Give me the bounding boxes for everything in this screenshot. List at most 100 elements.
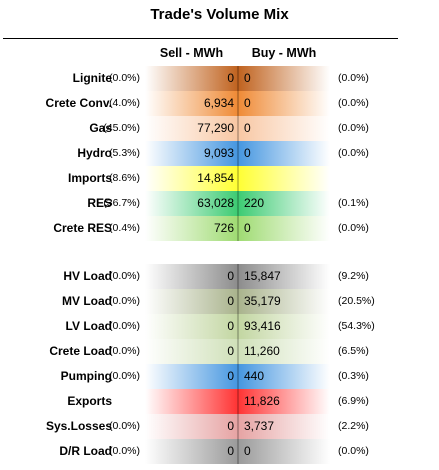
buy-percent: (20.5%) [338, 295, 375, 307]
buy-value-cell [238, 166, 330, 191]
buy-percent: (2.2%) [338, 420, 369, 432]
row-label: RES [87, 196, 112, 210]
buy-percent: (54.3%) [338, 320, 375, 332]
buy-value-cell: 0 [238, 216, 330, 241]
sell-percent: (4.0%) [109, 97, 140, 109]
sell-value-cell: 14,854 [145, 166, 238, 191]
center-divider [237, 66, 239, 91]
row-label: D/R Load [59, 444, 112, 458]
center-divider [237, 116, 239, 141]
center-divider [237, 141, 239, 166]
buy-value: 11,826 [244, 394, 280, 408]
buy-value: 3,737 [244, 419, 275, 433]
buy-value: 0 [244, 71, 251, 85]
sell-value: 0 [227, 344, 234, 358]
sell-value-cell: 0 [145, 364, 238, 389]
row-label: Crete Conv. [45, 96, 112, 110]
buy-percent: (0.3%) [338, 370, 369, 382]
buy-value-cell: 35,179 [238, 289, 330, 314]
buy-percent: (0.0%) [338, 97, 369, 109]
buy-percent: (0.0%) [338, 147, 369, 159]
title-divider [3, 38, 398, 39]
buy-column-header: Buy - MWh [251, 46, 317, 60]
table-row: Pumping (0.0%) 0 440 (0.3%) [0, 364, 439, 389]
sell-value: 726 [213, 221, 234, 235]
row-label: Lignite [72, 71, 112, 85]
row-label: Exports [67, 394, 112, 408]
sell-percent: (0.4%) [109, 222, 140, 234]
buy-percent: (9.2%) [338, 270, 369, 282]
table-row: Sys.Losses (0.0%) 0 3,737 (2.2%) [0, 414, 439, 439]
sell-value: 14,854 [197, 171, 234, 185]
sell-percent: (5.3%) [109, 147, 140, 159]
center-divider [237, 414, 239, 439]
buy-value-cell: 0 [238, 66, 330, 91]
sell-column-header: Sell - MWh [159, 46, 224, 60]
sell-value-cell: 77,290 [145, 116, 238, 141]
sell-percent: (0.0%) [109, 445, 140, 457]
table-row: Imports (8.6%) 14,854 [0, 166, 439, 191]
buy-value: 0 [244, 146, 251, 160]
sell-percent: (0.0%) [109, 295, 140, 307]
buy-value-cell: 93,416 [238, 314, 330, 339]
buy-value-cell: 220 [238, 191, 330, 216]
buy-percent: (0.0%) [338, 445, 369, 457]
center-divider [237, 389, 239, 414]
sell-value-cell: 0 [145, 339, 238, 364]
sell-value: 0 [227, 294, 234, 308]
buy-value: 93,416 [244, 319, 281, 333]
sell-percent: (0.0%) [109, 72, 140, 84]
sell-value: 6,934 [203, 96, 234, 110]
sell-value-cell: 0 [145, 264, 238, 289]
sell-percent: (8.6%) [109, 172, 140, 184]
row-label: Pumping [60, 369, 112, 383]
sell-percent: (0.0%) [109, 320, 140, 332]
table-row: Crete RES (0.4%) 726 0 (0.0%) [0, 216, 439, 241]
row-label: MV Load [62, 294, 112, 308]
table-row: Hydro (5.3%) 9,093 0 (0.0%) [0, 141, 439, 166]
buy-value-cell: 440 [238, 364, 330, 389]
center-divider [237, 314, 239, 339]
buy-value: 15,847 [244, 269, 281, 283]
sell-percent: (0.0%) [109, 345, 140, 357]
row-label: LV Load [65, 319, 112, 333]
sell-value: 63,028 [197, 196, 234, 210]
table-row: Lignite (0.0%) 0 0 (0.0%) [0, 66, 439, 91]
buy-value: 0 [244, 444, 251, 458]
sell-value-cell: 0 [145, 439, 238, 464]
sell-percent: (45.0%) [103, 122, 140, 134]
sell-value-cell: 0 [145, 289, 238, 314]
buy-value-cell: 3,737 [238, 414, 330, 439]
buy-value-cell: 15,847 [238, 264, 330, 289]
center-divider [237, 191, 239, 216]
sell-value-cell: 0 [145, 414, 238, 439]
table-row: HV Load (0.0%) 0 15,847 (9.2%) [0, 264, 439, 289]
sell-percent: (0.0%) [109, 370, 140, 382]
sell-value-cell: 6,934 [145, 91, 238, 116]
row-label: HV Load [63, 269, 112, 283]
center-divider [237, 339, 239, 364]
buy-percent: (0.0%) [338, 72, 369, 84]
sell-value: 9,093 [203, 146, 234, 160]
buy-percent: (0.0%) [338, 222, 369, 234]
buy-percent: (0.1%) [338, 197, 369, 209]
buy-value-cell: 11,260 [238, 339, 330, 364]
row-label: Gas [89, 121, 112, 135]
chart-title: Trade's Volume Mix [150, 6, 289, 23]
sell-value: 0 [227, 71, 234, 85]
buy-value-cell: 0 [238, 116, 330, 141]
buy-percent: (0.0%) [338, 122, 369, 134]
sell-percent: (0.0%) [109, 420, 140, 432]
table-row: LV Load (0.0%) 0 93,416 (54.3%) [0, 314, 439, 339]
center-divider [237, 264, 239, 289]
buy-value-cell: 0 [238, 141, 330, 166]
center-divider [237, 216, 239, 241]
sell-value-cell: 0 [145, 66, 238, 91]
sell-value-cell: 726 [145, 216, 238, 241]
buy-value: 440 [244, 369, 265, 383]
table-row: D/R Load (0.0%) 0 0 (0.0%) [0, 439, 439, 464]
center-divider [237, 289, 239, 314]
center-divider [237, 166, 239, 191]
buy-value: 0 [244, 96, 251, 110]
buy-percent: (6.9%) [338, 395, 369, 407]
